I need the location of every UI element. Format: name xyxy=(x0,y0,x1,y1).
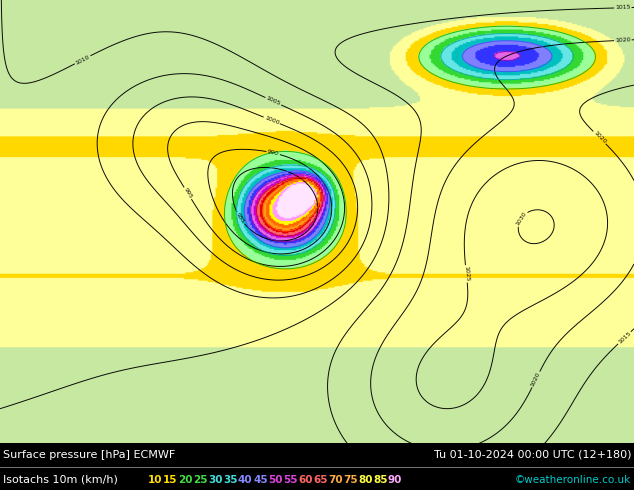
Text: 20: 20 xyxy=(178,475,193,485)
Text: 985: 985 xyxy=(235,212,246,224)
Text: 1015: 1015 xyxy=(617,331,632,345)
Text: 70: 70 xyxy=(328,475,342,485)
Text: 90: 90 xyxy=(388,475,403,485)
Text: 60: 60 xyxy=(298,475,313,485)
Text: 45: 45 xyxy=(253,475,268,485)
Text: 990: 990 xyxy=(267,149,280,157)
Text: 30: 30 xyxy=(208,475,223,485)
Text: 1020: 1020 xyxy=(530,371,541,388)
Text: Isotachs 10m (km/h): Isotachs 10m (km/h) xyxy=(3,475,118,485)
Text: 75: 75 xyxy=(343,475,358,485)
Text: 1000: 1000 xyxy=(264,115,280,125)
Text: 1020: 1020 xyxy=(592,130,607,145)
Text: 1030: 1030 xyxy=(515,211,527,226)
Text: 15: 15 xyxy=(163,475,178,485)
Text: 1015: 1015 xyxy=(615,5,631,10)
Text: 25: 25 xyxy=(193,475,207,485)
Text: 1025: 1025 xyxy=(463,266,470,282)
Text: 995: 995 xyxy=(183,187,193,199)
Text: 1020: 1020 xyxy=(615,37,631,43)
Text: 80: 80 xyxy=(358,475,373,485)
Text: 35: 35 xyxy=(223,475,238,485)
Text: 85: 85 xyxy=(373,475,387,485)
Text: Tu 01-10-2024 00:00 UTC (12+180): Tu 01-10-2024 00:00 UTC (12+180) xyxy=(434,450,631,460)
Text: 55: 55 xyxy=(283,475,297,485)
Text: 1010: 1010 xyxy=(75,54,91,66)
Text: 65: 65 xyxy=(313,475,328,485)
Text: 40: 40 xyxy=(238,475,252,485)
Text: 10: 10 xyxy=(148,475,162,485)
Text: ©weatheronline.co.uk: ©weatheronline.co.uk xyxy=(515,475,631,485)
Text: 1005: 1005 xyxy=(265,96,281,107)
Text: Surface pressure [hPa] ECMWF: Surface pressure [hPa] ECMWF xyxy=(3,450,175,460)
Text: 50: 50 xyxy=(268,475,283,485)
